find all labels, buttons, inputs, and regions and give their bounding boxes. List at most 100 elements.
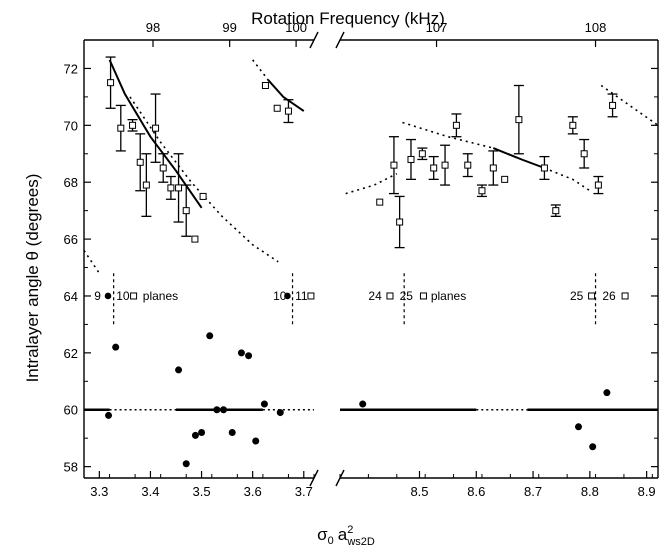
plane-annotation: 25: [570, 289, 584, 303]
filled-circle-point: [175, 366, 183, 374]
y-tick-label: 62: [64, 346, 78, 361]
open-square-point: [191, 235, 199, 243]
open-square-point: [580, 150, 588, 158]
filled-circle-point: [228, 428, 236, 436]
annotation-circle-marker: [284, 292, 291, 300]
open-square-point: [452, 121, 460, 129]
open-square-point: [552, 207, 560, 215]
plane-annotation: 11: [295, 289, 308, 303]
axes: 58 60 62 64 66 68 70 72 3.3 3.4 3.5 3.6 3.7 8.5 8.6 8.7…: [64, 20, 658, 499]
open-square-point: [390, 161, 398, 169]
y-axis-title: Intralayer angle θ (degrees): [23, 174, 42, 383]
top-tick-label: 100: [285, 20, 307, 35]
open-square-point: [159, 164, 167, 172]
annotation-square-marker: [307, 292, 315, 300]
filled-circle-point: [112, 343, 120, 351]
annotation-circle-marker: [104, 292, 112, 300]
open-square-point: [418, 150, 426, 158]
open-square-point: [396, 218, 404, 226]
open-square-point: [594, 181, 602, 189]
filled-circle-point: [575, 423, 582, 431]
y-tick-label: 66: [64, 232, 78, 247]
open-square-point: [515, 116, 523, 124]
plane-annotation: 10: [116, 289, 130, 303]
filled-circle-point: [213, 406, 221, 414]
open-square-point: [261, 82, 269, 90]
open-square-point: [142, 181, 150, 189]
x-tick-label: 3.3: [90, 484, 108, 499]
open-square-point: [199, 192, 207, 200]
annotation-square-marker: [386, 292, 394, 300]
top-tick-label: 98: [146, 20, 160, 35]
open-square-point: [569, 121, 577, 129]
x-tick-label: 3.7: [295, 484, 313, 499]
annotation-square-marker: [130, 292, 138, 300]
filled-circle-point: [191, 431, 199, 439]
x-axis-title: σ0 a2 ws2D: [317, 524, 375, 548]
open-square-point: [376, 198, 384, 206]
open-square-point: [175, 184, 183, 192]
plane-annotation: planes: [431, 289, 466, 303]
fit-curve-dotted: [402, 121, 494, 149]
y-tick-label: 60: [64, 403, 78, 418]
axis-break-mark: [335, 31, 345, 49]
filled-circle-point: [589, 443, 597, 451]
top-tick-label: 107: [426, 20, 448, 35]
y-tick-label: 70: [64, 118, 78, 133]
x-tick-label: 3.4: [141, 484, 159, 499]
open-square-point: [284, 107, 292, 115]
open-square-point: [152, 124, 160, 132]
fit-curve-solid: [108, 59, 203, 209]
annotation-square-marker: [621, 292, 629, 300]
x-tick-label: 8.9: [638, 484, 656, 499]
open-square-point: [107, 79, 115, 87]
data-points: [105, 79, 617, 468]
filled-circle-point: [198, 428, 206, 436]
x-tick-label: 8.8: [581, 484, 599, 499]
filled-circle-point: [105, 411, 113, 419]
annotation-square-marker: [419, 292, 427, 300]
open-square-point: [407, 155, 415, 163]
filled-circle-point: [220, 406, 228, 414]
fit-curve-dotted: [345, 172, 398, 195]
y-tick-label: 72: [64, 61, 78, 76]
filled-circle-point: [276, 409, 284, 417]
open-square-point: [501, 175, 509, 183]
fit-curve-solid: [267, 79, 305, 112]
open-square-point: [464, 161, 472, 169]
top-tick-label: 108: [585, 20, 607, 35]
plane-annotation: 9: [94, 289, 101, 303]
axis-break-mark: [309, 31, 319, 49]
plane-annotation: 25: [400, 289, 414, 303]
open-square-point: [489, 164, 497, 172]
plane-annotation: planes: [143, 289, 178, 303]
fit-curve-dotted: [84, 250, 100, 274]
filled-circle-point: [245, 352, 253, 360]
y-tick-label: 68: [64, 175, 78, 190]
open-square-point: [609, 101, 617, 109]
open-square-point: [136, 158, 144, 166]
top-tick-label: 99: [222, 20, 236, 35]
x-tick-label: 3.6: [244, 484, 262, 499]
top-axis-title: Rotation Frequency (kHz): [251, 9, 445, 28]
y-tick-label: 58: [64, 460, 78, 475]
fit-curve-dotted: [544, 167, 591, 192]
x-tick-label: 8.5: [410, 484, 428, 499]
plot-frame: [83, 31, 659, 487]
y-tick-label: 64: [64, 289, 78, 304]
open-square-point: [167, 184, 175, 192]
error-bars: [105, 56, 618, 249]
open-square-point: [441, 161, 449, 169]
fit-curve-solid: [492, 147, 545, 169]
fit-curve-dotted: [252, 59, 269, 81]
plane-annotation: 10: [273, 289, 287, 303]
filled-circle-point: [182, 460, 190, 468]
open-square-point: [117, 124, 125, 132]
open-square-point: [478, 187, 486, 195]
open-square-point: [129, 121, 137, 129]
open-square-point: [540, 164, 548, 172]
filled-circle-point: [206, 332, 214, 340]
plane-annotation: 24: [368, 289, 382, 303]
annotation-square-marker: [588, 292, 596, 300]
